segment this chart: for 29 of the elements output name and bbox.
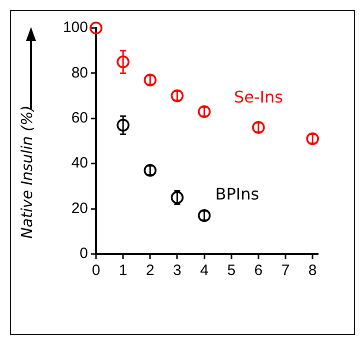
x-tick-label: 3 <box>173 262 182 280</box>
x-tick-label: 8 <box>308 262 317 280</box>
point <box>252 121 265 134</box>
series-label: BPIns <box>215 184 260 204</box>
x-tick-label: 6 <box>254 262 263 280</box>
y-tick-label: 100 <box>62 19 88 36</box>
point <box>198 105 211 118</box>
y-tick-label: 60 <box>71 110 88 127</box>
point <box>116 56 130 68</box>
x-tick-label: 7 <box>281 262 290 280</box>
x-tick-label: 1 <box>118 262 128 280</box>
y-axis-title: Native Insulin (%) <box>18 105 36 239</box>
x-tick-label: 2 <box>146 262 154 280</box>
point <box>144 164 157 177</box>
point <box>198 209 211 222</box>
y-tick-label: 0 <box>80 245 88 262</box>
point <box>144 74 157 86</box>
x-tick-label: 4 <box>200 262 208 280</box>
y-tick-label: 20 <box>71 200 88 217</box>
x-tick-label: 5 <box>227 262 236 280</box>
y-tick-label: 40 <box>71 154 88 172</box>
y-tick-label: 80 <box>71 64 88 82</box>
point <box>306 132 319 146</box>
point <box>116 118 130 132</box>
series-label: Se-Ins <box>234 88 283 107</box>
point <box>170 89 184 102</box>
x-tick-label: 0 <box>92 262 100 280</box>
point <box>170 191 184 204</box>
point <box>90 22 102 34</box>
